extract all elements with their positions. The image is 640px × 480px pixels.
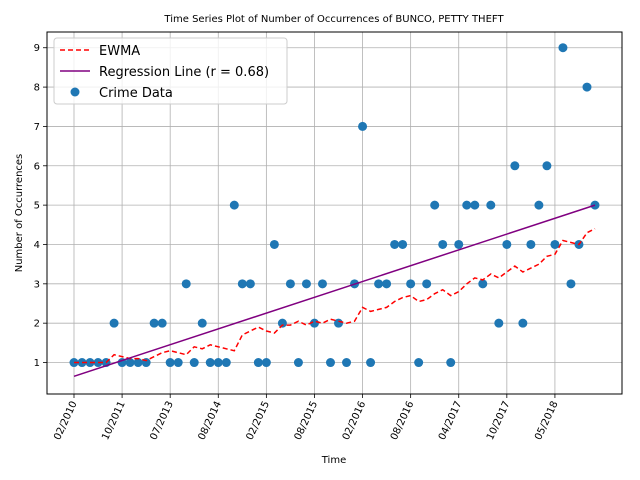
y-tick-label: 6 [34, 161, 40, 172]
y-tick-label: 3 [34, 279, 40, 290]
crime-data-point [542, 161, 552, 171]
crime-data-point [390, 239, 400, 249]
crime-data-point [309, 318, 319, 328]
crime-data-point [334, 318, 344, 328]
x-tick-label: 05/2018 [533, 400, 561, 442]
crime-data-point [157, 318, 167, 328]
crime-data-point [197, 318, 207, 328]
ewma-line [74, 228, 596, 364]
x-axis: 02/2010 10/2011 07/2013 08/2014 02/2015 08/20… [52, 394, 561, 442]
legend: EWMA Regression Line (r = 0.68) Crime Da… [53, 37, 288, 105]
legend-ewma-label: EWMA [99, 44, 140, 59]
crime-data-point [502, 239, 512, 249]
crime-data-point [526, 239, 536, 249]
crime-data-point [478, 279, 488, 289]
crime-data-point [253, 358, 263, 368]
x-tick-label: 02/2010 [52, 400, 80, 442]
y-tick-label: 4 [34, 240, 40, 251]
crime-data-point [342, 358, 352, 368]
crime-data-point [173, 358, 183, 368]
y-tick-label: 8 [34, 83, 40, 94]
x-tick-label: 07/2013 [148, 400, 176, 442]
crime-data-point [550, 239, 560, 249]
y-axis-label: Number of Occurrences [14, 154, 25, 273]
y-tick-label: 5 [34, 201, 40, 212]
legend-crime-swatch [70, 87, 80, 97]
crime-data-point [510, 161, 520, 171]
crime-data-point [189, 358, 199, 368]
crime-data-point [277, 318, 287, 328]
crime-data-point [293, 358, 303, 368]
y-axis: 1 2 3 4 5 6 7 8 9 [34, 43, 47, 369]
crime-data-point [325, 358, 335, 368]
series-layer [69, 43, 600, 378]
crime-data-point [414, 358, 424, 368]
x-tick-label: 08/2015 [293, 400, 321, 442]
crime-data-point [245, 279, 255, 289]
x-tick-label: 10/2011 [100, 400, 128, 442]
crime-data-point [462, 200, 472, 210]
x-tick-label: 02/2016 [341, 400, 369, 442]
crime-data-point [470, 200, 480, 210]
crime-data-point [205, 358, 215, 368]
crime-data-point [438, 239, 448, 249]
y-tick-label: 2 [34, 319, 40, 330]
crime-data-point [518, 318, 528, 328]
crime-data-point [566, 279, 576, 289]
x-tick-label: 08/2014 [196, 400, 224, 442]
y-tick-label: 1 [34, 358, 40, 369]
crime-data-point [430, 200, 440, 210]
crime-data-point [406, 279, 416, 289]
crime-data-point [125, 358, 135, 368]
crime-data-point [213, 358, 223, 368]
chart-title: Time Series Plot of Number of Occurrence… [163, 14, 504, 25]
x-tick-label: 08/2016 [389, 400, 417, 442]
crime-data-point [237, 279, 247, 289]
plot-frame [46, 31, 623, 395]
crime-data-point [229, 200, 239, 210]
crime-data-point [285, 279, 295, 289]
crime-data-point [165, 358, 175, 368]
crime-data-point [398, 239, 408, 249]
crime-data-point [534, 200, 544, 210]
x-tick-label: 10/2017 [485, 400, 513, 442]
crime-data-point [582, 82, 592, 92]
crime-data-point [494, 318, 504, 328]
crime-data-point [358, 121, 368, 131]
crime-data-point [261, 358, 271, 368]
crime-data-point [446, 358, 456, 368]
crime-data-point [374, 279, 384, 289]
crime-data-point [109, 318, 119, 328]
crime-data-point [221, 358, 231, 368]
crime-data-point [149, 318, 159, 328]
crime-data-point [317, 279, 327, 289]
x-tick-label: 02/2015 [245, 400, 273, 442]
crime-data-point [269, 239, 279, 249]
x-tick-label: 04/2017 [437, 400, 465, 442]
legend-crime-label: Crime Data [99, 86, 173, 101]
crime-data-point [422, 279, 432, 289]
legend-regression-label: Regression Line (r = 0.68) [99, 65, 269, 80]
regression-line [73, 204, 596, 378]
crime-data-point [382, 279, 392, 289]
crime-data-point [301, 279, 311, 289]
crime-data-point [486, 200, 496, 210]
x-axis-label: Time [321, 455, 346, 466]
crime-data-point [454, 239, 464, 249]
legend-box [53, 37, 288, 105]
crime-data-point [366, 358, 376, 368]
y-tick-label: 9 [34, 43, 40, 54]
y-tick-label: 7 [34, 122, 40, 133]
crime-data-point [181, 279, 191, 289]
crime-data-point [133, 358, 143, 368]
crime-data-point [558, 43, 568, 53]
